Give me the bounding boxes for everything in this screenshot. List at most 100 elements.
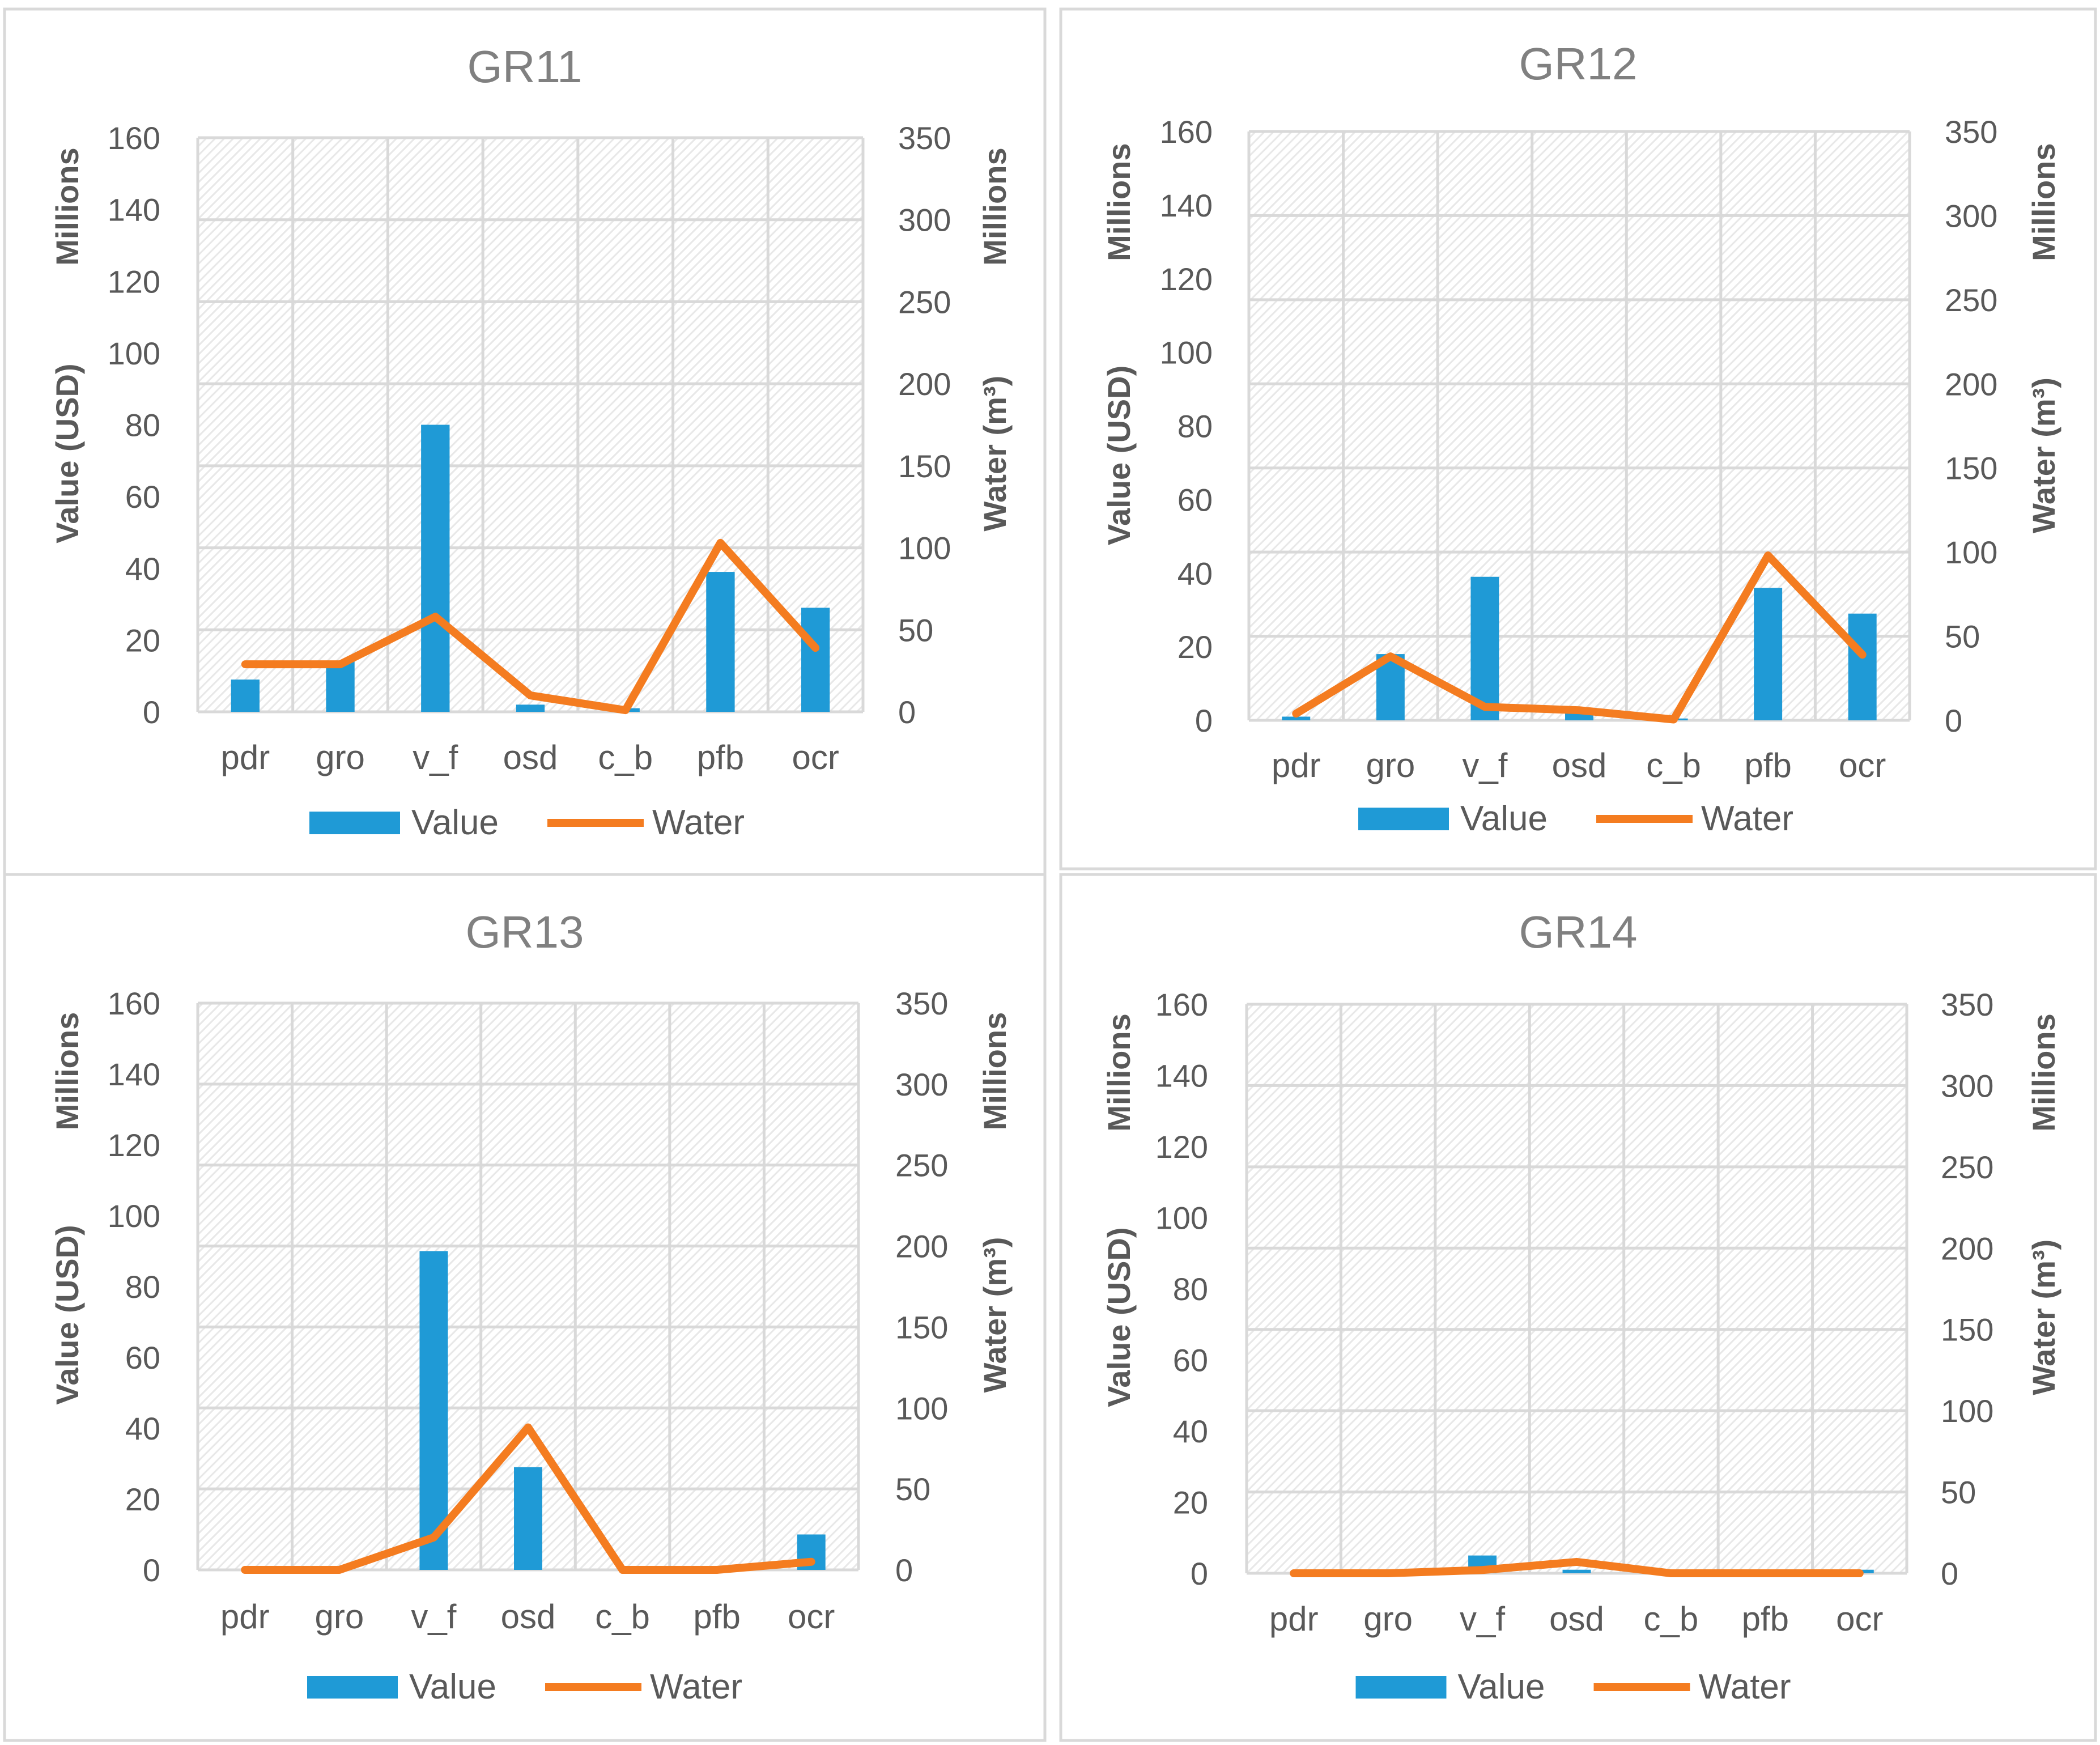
right-axis-ticks: 0 50 100 150 200 250 300 350 bbox=[895, 986, 948, 1588]
x-tick-label: c_b bbox=[1644, 1600, 1699, 1638]
water-line bbox=[241, 1423, 815, 1574]
x-tick-label: pfb bbox=[1742, 1600, 1789, 1638]
chart-title: GR11 bbox=[467, 41, 582, 92]
value-bar bbox=[326, 661, 355, 712]
left-axis-ticks: 0 20 40 60 80 100 120 140 160 bbox=[108, 986, 160, 1588]
right-tick-label: 50 bbox=[1941, 1475, 1976, 1510]
x-tick-label: gro bbox=[316, 738, 365, 776]
value-bar bbox=[1282, 716, 1311, 720]
x-tick-label: ocr bbox=[1839, 746, 1886, 784]
left-tick-label: 20 bbox=[125, 622, 160, 658]
x-tick-label: osd bbox=[1552, 746, 1607, 784]
value-bar bbox=[706, 572, 735, 712]
x-tick-label: pdr bbox=[1269, 1600, 1319, 1638]
left-axis-ticks: 0 20 40 60 80 100 120 140 160 bbox=[1160, 114, 1213, 738]
water-line bbox=[241, 538, 820, 715]
left-tick-label: 40 bbox=[1173, 1413, 1208, 1449]
left-axis-ticks: 0 20 40 60 80 100 120 140 160 bbox=[108, 120, 160, 730]
right-tick-label: 150 bbox=[895, 1309, 948, 1345]
x-tick-label: osd bbox=[501, 1598, 556, 1636]
right-tick-label: 300 bbox=[1945, 198, 1997, 233]
legend-label-water: Water bbox=[1701, 799, 1793, 838]
value-bar bbox=[421, 424, 450, 712]
right-tick-label: 200 bbox=[1941, 1230, 1993, 1266]
left-tick-label: 120 bbox=[108, 264, 160, 299]
right-tick-label: 300 bbox=[895, 1067, 948, 1102]
x-tick-label: c_b bbox=[1646, 746, 1701, 784]
left-tick-label: 40 bbox=[125, 1411, 160, 1446]
left-tick-label: 120 bbox=[1160, 261, 1213, 297]
right-tick-label: 0 bbox=[1945, 703, 1962, 738]
legend-swatch-value bbox=[1355, 1676, 1447, 1699]
left-axis-units: Millions bbox=[49, 1012, 85, 1130]
right-tick-label: 350 bbox=[898, 120, 951, 156]
x-axis-labels: pdr gro v_f osd c_b pfb ocr bbox=[220, 1598, 835, 1636]
left-tick-label: 60 bbox=[125, 1340, 160, 1375]
value-bar bbox=[1754, 588, 1783, 720]
left-axis-title: Value (USD) bbox=[1101, 366, 1137, 545]
chart-title: GR13 bbox=[466, 907, 584, 957]
x-tick-label: pdr bbox=[1272, 746, 1321, 784]
value-bar bbox=[514, 1467, 542, 1570]
value-bar bbox=[516, 704, 545, 712]
legend: Value Water bbox=[309, 803, 745, 842]
left-tick-label: 140 bbox=[108, 1056, 160, 1092]
left-tick-label: 20 bbox=[125, 1481, 160, 1517]
right-axis-title: Water (m³) bbox=[977, 376, 1013, 532]
left-tick-label: 80 bbox=[125, 1269, 160, 1305]
right-axis-units: Millions bbox=[977, 147, 1013, 265]
chart-panel-gr12: GR12 0 20 40 60 80 100 120 140 160 0 50 100 150 200 250… bbox=[1059, 7, 2097, 871]
right-axis-title: Water (m³) bbox=[2026, 377, 2061, 533]
right-axis-ticks: 0 50 100 150 200 250 300 350 bbox=[1945, 114, 1997, 738]
x-axis-labels: pdr gro v_f osd c_b pfb ocr bbox=[220, 738, 839, 776]
left-tick-label: 140 bbox=[1155, 1058, 1208, 1094]
legend-label-value: Value bbox=[1460, 799, 1548, 838]
left-tick-label: 80 bbox=[1173, 1271, 1208, 1307]
x-tick-label: v_f bbox=[413, 738, 458, 776]
plot-area bbox=[1247, 1004, 1907, 1573]
left-tick-label: 100 bbox=[108, 336, 160, 371]
left-tick-label: 0 bbox=[143, 694, 160, 730]
value-bars bbox=[419, 1251, 826, 1570]
x-tick-label: gro bbox=[314, 1598, 364, 1636]
left-axis-units: Millions bbox=[49, 147, 85, 265]
left-axis-title: Value (USD) bbox=[49, 363, 85, 543]
right-tick-label: 350 bbox=[895, 986, 948, 1021]
legend-swatch-value bbox=[309, 812, 400, 834]
right-tick-label: 50 bbox=[898, 612, 933, 648]
x-tick-label: pfb bbox=[693, 1598, 740, 1636]
left-tick-label: 20 bbox=[1177, 629, 1213, 665]
gridlines bbox=[196, 136, 865, 714]
right-tick-label: 0 bbox=[1941, 1556, 1958, 1591]
value-bar bbox=[1848, 613, 1877, 720]
right-tick-label: 250 bbox=[895, 1148, 948, 1183]
legend-label-value: Value bbox=[1458, 1667, 1545, 1706]
right-axis-title: Water (m³) bbox=[977, 1237, 1013, 1393]
legend-label-water: Water bbox=[652, 803, 745, 842]
x-axis-labels: pdr gro v_f osd c_b pfb ocr bbox=[1269, 1600, 1884, 1638]
x-tick-label: pdr bbox=[220, 1598, 270, 1636]
legend-label-value: Value bbox=[411, 803, 499, 842]
left-tick-label: 100 bbox=[108, 1198, 160, 1234]
right-axis-title: Water (m³) bbox=[2026, 1239, 2061, 1395]
left-axis-title: Value (USD) bbox=[49, 1225, 85, 1404]
right-tick-label: 150 bbox=[1945, 451, 1997, 486]
legend-swatch-value bbox=[307, 1676, 398, 1699]
left-axis-units: Millions bbox=[1101, 143, 1137, 261]
left-tick-label: 100 bbox=[1155, 1200, 1208, 1236]
x-tick-label: pfb bbox=[697, 738, 744, 776]
left-axis-ticks: 0 20 40 60 80 100 120 140 160 bbox=[1155, 987, 1208, 1591]
right-tick-label: 100 bbox=[1941, 1393, 1993, 1429]
chart-title: GR12 bbox=[1519, 39, 1638, 89]
left-tick-label: 40 bbox=[125, 551, 160, 587]
x-tick-label: gro bbox=[1366, 746, 1415, 784]
right-tick-label: 50 bbox=[1945, 619, 1980, 655]
right-axis-units: Millions bbox=[977, 1012, 1013, 1130]
left-axis-title: Value (USD) bbox=[1101, 1227, 1137, 1407]
legend-label-water: Water bbox=[650, 1667, 742, 1706]
left-tick-label: 0 bbox=[143, 1552, 160, 1588]
right-tick-label: 200 bbox=[1945, 366, 1997, 402]
right-tick-label: 100 bbox=[1945, 534, 1997, 570]
gridlines bbox=[1245, 1003, 1908, 1575]
right-tick-label: 50 bbox=[895, 1471, 930, 1507]
